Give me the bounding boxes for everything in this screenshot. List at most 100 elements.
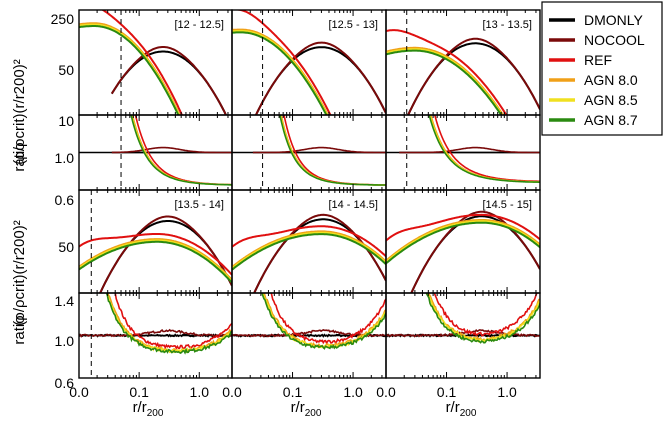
y-tick-label-7: 1.4 bbox=[55, 293, 75, 309]
ylabel-ratio-bottom: ratio bbox=[11, 315, 28, 344]
curve-ref-p6 bbox=[386, 213, 540, 242]
curve-agn-8.5-p6 bbox=[386, 220, 540, 263]
xlabel-sub-1: 200 bbox=[147, 408, 164, 419]
profile-panel-3 bbox=[386, 29, 540, 115]
ylabel-profile-bottom: (ρ/ρcrit)(r/r200)² bbox=[11, 220, 28, 325]
curve-dmonly-p3 bbox=[407, 42, 540, 115]
legend-label-4: AGN 8.0 bbox=[584, 72, 638, 88]
profile-panel-5 bbox=[232, 213, 386, 293]
curve-nocool-p4 bbox=[99, 215, 232, 293]
y-tick-label-3: 10 bbox=[58, 113, 74, 129]
panel-label-1: [12 - 12.5] bbox=[174, 19, 224, 31]
curve-nocool-p6 bbox=[410, 210, 540, 293]
panel-label-4: [13.5 - 14] bbox=[174, 199, 224, 211]
ratio-agn-8.5-p5 bbox=[262, 293, 386, 349]
panel-label-3: [13 - 13.5] bbox=[482, 19, 532, 31]
ratio-panel-6 bbox=[386, 293, 540, 344]
ratio-panel-2 bbox=[232, 115, 386, 186]
ratio-agn-8.7-p4 bbox=[105, 293, 232, 355]
curve-ref-p1 bbox=[101, 10, 184, 115]
ratio-panel-1 bbox=[79, 115, 232, 186]
ratio-nocool-p1 bbox=[111, 146, 232, 154]
ratio-nocool-p6 bbox=[386, 329, 540, 338]
legend-label-5: AGN 8.5 bbox=[584, 92, 638, 108]
curve-agn-8.7-p3 bbox=[386, 49, 503, 115]
profile-panel-2 bbox=[232, 10, 386, 115]
panel-label-5: [14 - 14.5] bbox=[328, 199, 378, 211]
y-tick-label-1: 250 bbox=[51, 11, 75, 27]
y-tick-label-8: 1.0 bbox=[55, 333, 75, 349]
legend-label-1: DMONLY bbox=[584, 12, 644, 28]
ylabel-profile-text-bottom: (ρ/ρcrit)(r/r200)² bbox=[11, 220, 28, 325]
curve-agn-8.0-p1 bbox=[79, 22, 181, 115]
curve-agn-8.0-p6 bbox=[386, 219, 540, 262]
ratio-ref-p5 bbox=[270, 293, 386, 345]
x-tick-label-c2-1: 0.0 bbox=[222, 384, 242, 400]
y-tick-label-5: 0.6 bbox=[55, 192, 75, 208]
legend-label-6: AGN 8.7 bbox=[584, 112, 638, 128]
curve-ref-p5 bbox=[232, 225, 386, 258]
panels-layer: [12 - 12.5] [12.5 - 13] [13 - 13.5] [13.5 -… bbox=[51, 9, 541, 400]
svg-text:r/r200: r/r200 bbox=[133, 399, 164, 419]
ylabel-ratio-text-top: ratio bbox=[11, 142, 28, 171]
y-tick-label-2: 50 bbox=[58, 62, 74, 78]
curve-agn-8.0-p3 bbox=[386, 46, 505, 115]
x-tick-label-c1-3: 1.0 bbox=[190, 384, 210, 400]
curve-ref-p2 bbox=[232, 10, 332, 115]
x-tick-label-c1-2: 0.1 bbox=[129, 384, 149, 400]
x-tick-label-c1-1: 0.0 bbox=[69, 384, 89, 400]
xlabel-sub-2: 200 bbox=[305, 408, 322, 419]
curve-nocool-p5 bbox=[253, 213, 386, 293]
ylabel-ratio-text-bottom: ratio bbox=[11, 315, 28, 344]
ylabel-profile-top: (ρ/ρcrit)(r/r200)² bbox=[11, 59, 28, 164]
curve-nocool-p3 bbox=[407, 37, 540, 115]
legend-label-3: REF bbox=[584, 52, 612, 68]
curve-agn-8.5-p1 bbox=[79, 23, 181, 115]
xlabel-text-2: r/r bbox=[291, 399, 305, 416]
profile-panel-4 bbox=[79, 215, 232, 293]
ratio-ref-p6 bbox=[433, 293, 538, 337]
y-tick-label-9: 0.6 bbox=[55, 375, 75, 391]
curve-ref-p3 bbox=[386, 29, 508, 115]
curve-ref-p4 bbox=[79, 233, 232, 276]
ratio-nocool-p2 bbox=[252, 146, 386, 154]
x-tick-label-c2-2: 0.1 bbox=[283, 384, 303, 400]
panel-label-2: [12.5 - 13] bbox=[328, 19, 378, 31]
curve-agn-8.5-p3 bbox=[386, 48, 504, 115]
ratio-nocool-p5 bbox=[232, 329, 386, 338]
legend-items: DMONLY NOCOOL REF AGN 8.0 AGN 8.5 AGN 8.7 bbox=[549, 12, 645, 128]
curve-agn-8.7-p4 bbox=[79, 240, 232, 284]
profile-panel-6 bbox=[386, 210, 540, 293]
ratio-ref-p4 bbox=[114, 293, 232, 350]
x-tick-label-c3-3: 1.0 bbox=[497, 384, 517, 400]
curve-agn-8.0-p4 bbox=[79, 238, 232, 281]
ratio-frame-6 bbox=[385, 292, 541, 379]
curve-dmonly-p4 bbox=[99, 220, 232, 293]
curve-nocool-p1 bbox=[110, 46, 228, 115]
xlabel-sub-3: 200 bbox=[460, 408, 477, 419]
curve-agn-8.5-p5 bbox=[232, 231, 386, 270]
curve-agn-8.0-p5 bbox=[232, 230, 386, 268]
xlabel-text-3: r/r bbox=[446, 399, 460, 416]
ratio-agn-8.7-p6 bbox=[425, 293, 540, 344]
ratio-agn-8.7-p3 bbox=[428, 115, 540, 183]
svg-text:r/r200: r/r200 bbox=[291, 399, 322, 419]
x-tick-label-c3-1: 0.0 bbox=[376, 384, 396, 400]
legend: DMONLY NOCOOL REF AGN 8.0 AGN 8.5 AGN 8.7 bbox=[541, 1, 663, 136]
xlabel-col-1: r/r200 bbox=[133, 399, 164, 419]
curve-agn-8.7-p1 bbox=[79, 25, 180, 115]
ratio-nocool-p3 bbox=[399, 146, 540, 154]
panel-label-6: [14.5 - 15] bbox=[482, 199, 532, 211]
y-tick-label-4: 1.0 bbox=[55, 150, 75, 166]
curve-agn-8.7-p6 bbox=[386, 221, 540, 265]
ratio-panel-5 bbox=[232, 293, 386, 350]
ylabel-ratio-top: ratio bbox=[11, 142, 28, 171]
ratio-agn-8.7-p5 bbox=[261, 293, 386, 350]
ratio-agn-8.7-p2 bbox=[279, 115, 386, 186]
legend-label-2: NOCOOL bbox=[584, 32, 645, 48]
xlabel-col-3: r/r200 bbox=[446, 399, 477, 419]
y-tick-label-6: 50 bbox=[58, 239, 74, 255]
x-tick-label-c2-3: 1.0 bbox=[343, 384, 363, 400]
ratio-panel-3 bbox=[386, 115, 540, 183]
